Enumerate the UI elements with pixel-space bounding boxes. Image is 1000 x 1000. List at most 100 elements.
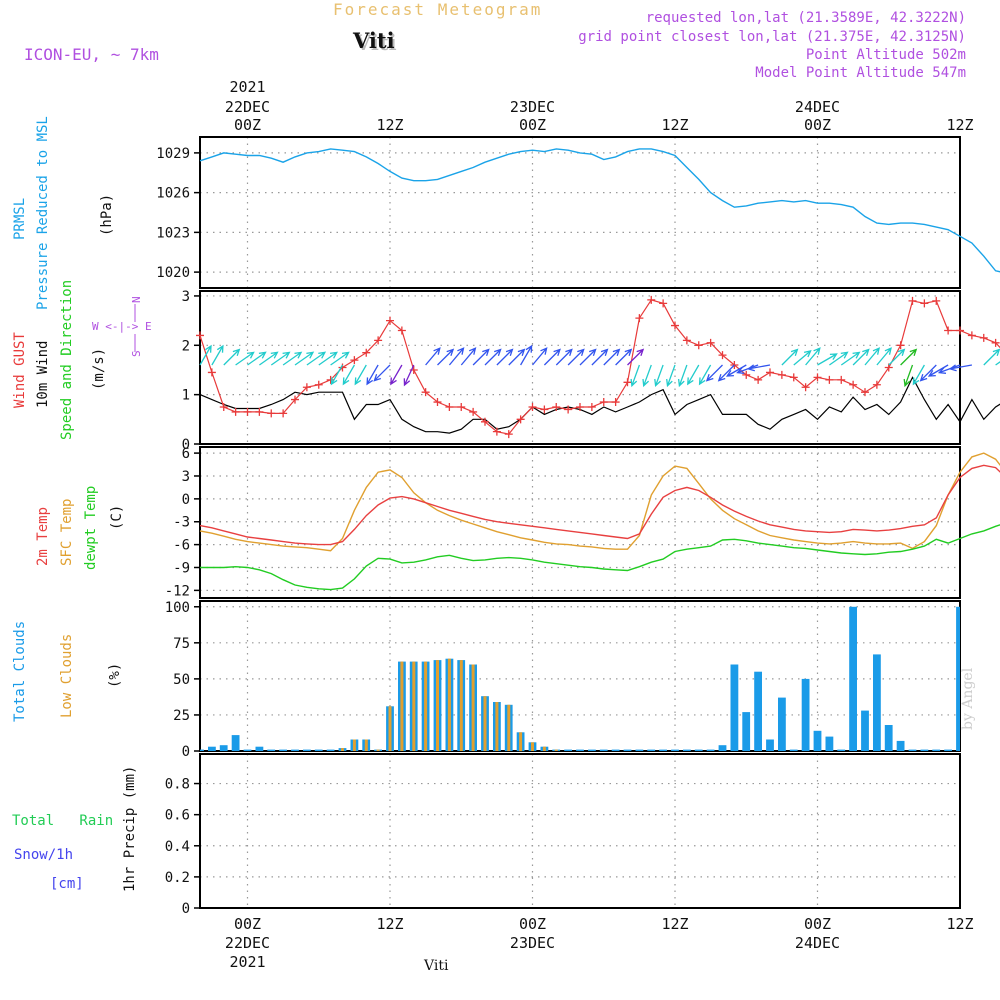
wind-arrow [270,351,291,366]
compass-we: W <-|-> E [92,320,152,333]
wind-arrow [306,351,327,366]
total-clouds-bar [778,697,786,751]
wind-gust-marker [777,370,786,379]
wind-gust-marker [552,402,561,411]
wind-gust-marker [255,407,264,416]
sfc-temp-label: SFC Temp [59,499,75,566]
total-clouds-bar [683,749,691,751]
wind-gust-marker [445,402,454,411]
wind-arrow [948,364,973,372]
wind-ytick-label: 0 [182,437,190,453]
wind-arrow [817,353,838,366]
wind-arrow [294,351,315,366]
wind-arrow [852,348,870,366]
total-clouds-bar [730,664,739,751]
total-clouds-bar [611,749,620,751]
wind-gust-marker [338,363,347,372]
wind-arrow [247,351,267,366]
wind-arrow [403,364,415,387]
wind-arrow [876,347,892,366]
temperature-ytick-label: -9 [173,560,190,576]
wind-arrow [472,348,490,366]
wind-gust-marker [801,383,810,392]
total-clouds-bar [884,725,893,751]
wind-gust-marker [979,333,988,342]
total-clouds-bar [861,710,869,751]
wind-gust-marker [896,341,905,350]
wind-speed-dir-label: Speed and Direction [59,280,75,440]
low-clouds-bar [519,732,523,752]
bottom-time-label: 22DEC [225,934,270,952]
top-time-label: 00Z [234,116,261,134]
wind-gust-marker [849,380,858,389]
total-clouds-label: Total Clouds [12,621,28,722]
wind-arrow [282,351,303,366]
wind-gust-marker [967,331,976,340]
wind-arrow [900,348,918,366]
total-clouds-bar [920,749,929,751]
bottom-time-label: 12Z [661,915,688,933]
low-clouds-bar [412,661,416,751]
wind-arrow [318,351,338,366]
snow-unit-label: [cm] [50,876,84,892]
total-clouds-bar [231,735,240,751]
wind-arrow [425,347,441,366]
bottom-time-label: 00Z [234,915,261,933]
bottom-time-label: 23DEC [510,934,555,952]
bottom-time-label: 00Z [519,915,546,933]
wind-gust-marker [528,402,537,411]
bottom-time-label: 12Z [946,915,973,933]
low-clouds-bar [542,746,546,751]
wind-arrow [919,364,937,382]
wind-gust-marker [516,415,525,424]
wind-arrow [496,348,514,366]
temperature-ytick-label: 0 [182,492,190,508]
wind-arrow [983,348,1000,366]
total-clouds-bars [200,606,960,752]
wind-arrow [603,348,621,366]
bottom-time-label: 24DEC [795,934,840,952]
low-clouds-label: Low Clouds [59,634,75,718]
low-clouds-bar [483,696,487,751]
wind-arrow [864,347,881,366]
top-time-label: 22DEC [225,98,270,116]
total-clouds-bar [635,749,644,751]
total-clouds-bar [576,749,584,751]
top-year-label: 2021 [229,78,265,96]
precipitation-ytick-label: 0.6 [165,808,190,824]
model-altitude: Model Point Altitude 547m [755,65,966,81]
low-clouds-bar [531,742,534,751]
total-clouds-bar [837,749,846,751]
wind-arrow [829,351,849,366]
total-clouds-bar [200,749,204,751]
pressure-ytick-label: 1020 [156,265,190,281]
temperature-frame [199,446,961,599]
wind-arrow [630,364,641,388]
wind-10m-label: 10m Wind [35,341,51,408]
pressure-series-line [199,148,1000,273]
pressure-msl-label: Pressure Reduced to MSL [35,116,51,310]
location-title: Viti [353,28,395,53]
top-time-label: 24DEC [795,98,840,116]
bottom-time-label: 2021 [229,953,265,971]
wind-gust-marker [659,299,668,308]
wind-gust-marker [302,383,311,392]
wind-arrow [532,347,548,366]
wind-arrow [342,364,355,386]
wind-arrow [330,351,350,366]
wind-arrow [666,364,676,388]
temperature-axes: -12 -9 -6 -3 0 3 6 [165,446,961,599]
product-title: Forecast Meteogram [333,0,543,19]
top-time-label: 00Z [519,116,546,134]
wind-arrow [725,364,747,377]
wind-gust-marker [635,314,644,323]
total-clouds-bar [813,730,822,751]
wind-gust-marker [932,296,941,305]
clouds-ytick-label: 25 [173,708,190,724]
wind-gust-marker [789,373,798,382]
total-clouds-bar [944,749,952,751]
wind-arrow [373,364,391,382]
wind-arrow [698,364,712,386]
wind-gust-marker [682,336,691,345]
